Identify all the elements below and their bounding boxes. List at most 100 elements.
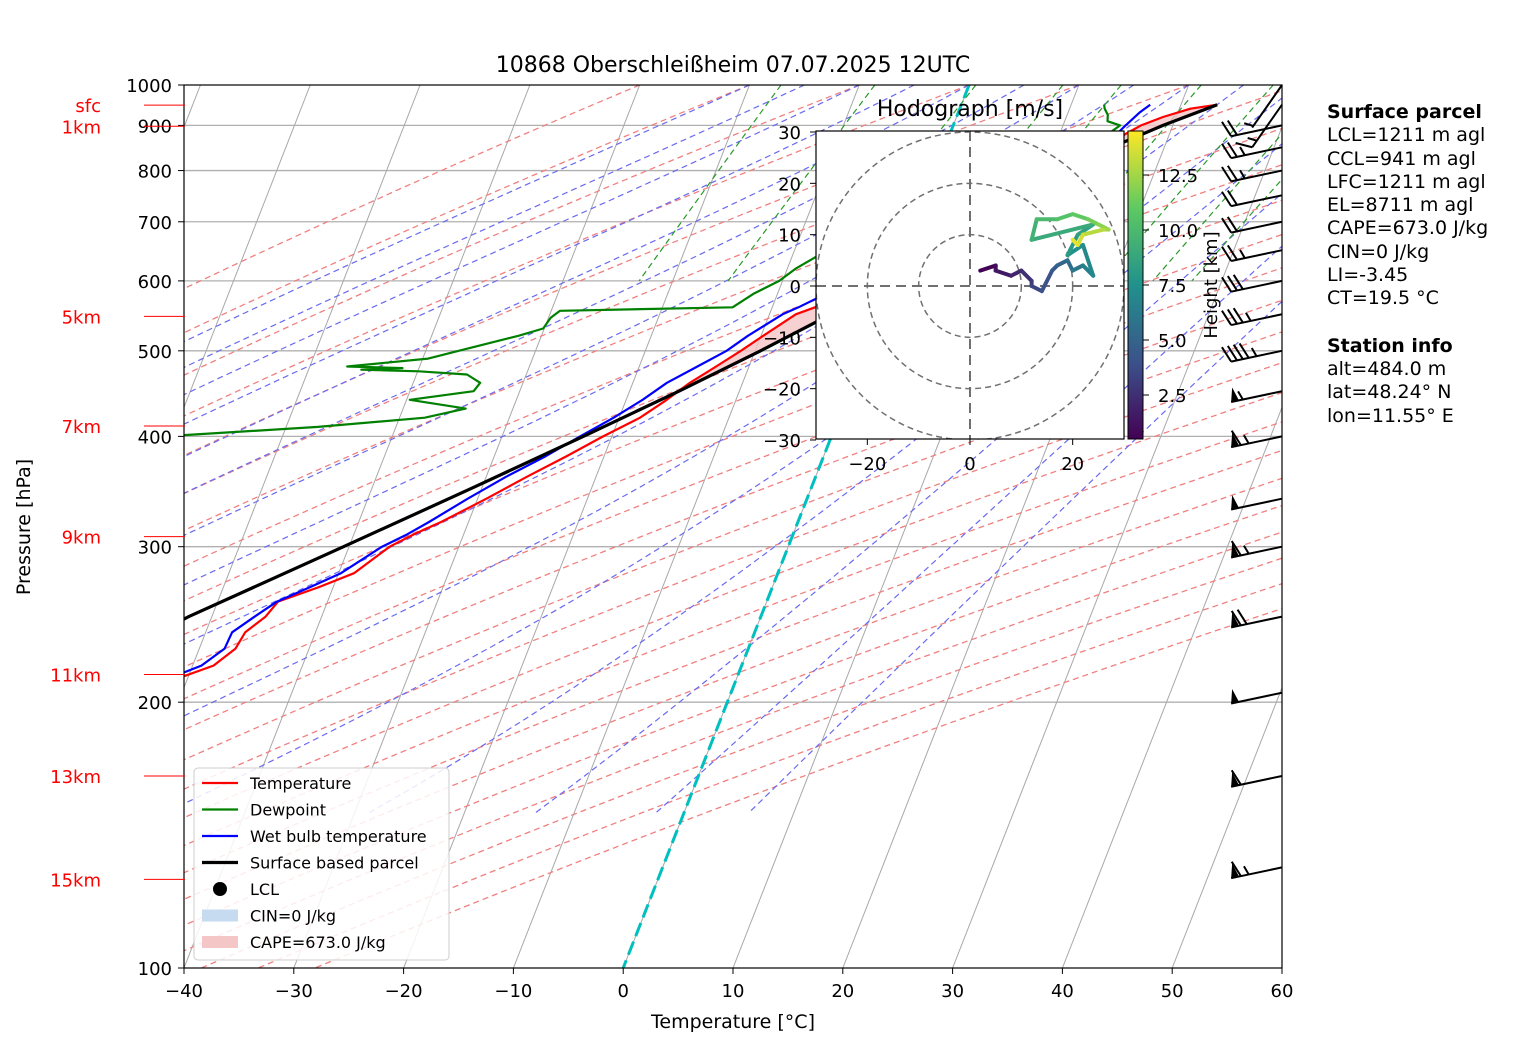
isotherm (184, 85, 311, 409)
wind-barb-flag (1226, 308, 1238, 325)
surface-parcel-line: CCL=941 m agl (1327, 147, 1476, 170)
legend-patch (202, 909, 238, 922)
zero-isotherm (621, 85, 971, 968)
legend-label: CIN=0 J/kg (250, 907, 336, 926)
mixing-ratio-line (823, 85, 977, 282)
y-tick-label: 200 (138, 693, 172, 714)
hodograph-segment (1070, 237, 1080, 247)
isotherm (952, 125, 1282, 968)
height-label: 15km (50, 870, 101, 891)
hodograph-segment (1080, 242, 1096, 278)
wind-barb (1221, 307, 1283, 327)
wind-barb-shaft (1230, 866, 1283, 880)
wind-barb-shaft (1230, 194, 1283, 208)
dry-adiabat (184, 85, 1080, 457)
x-axis-label: Temperature [°C] (650, 1011, 815, 1033)
hodograph-x-tick-label: 0 (964, 454, 975, 475)
hodograph-segment (1070, 212, 1091, 222)
moist-adiabat (748, 300, 1282, 813)
wind-barb-flag (1226, 120, 1238, 136)
wind-barb-half-flag (1243, 434, 1250, 444)
wind-barb-shaft (1230, 390, 1283, 404)
wind-barb (1230, 494, 1283, 511)
wind-barb-shaft (1251, 104, 1283, 148)
hodograph-x-tick-label: 20 (1061, 454, 1084, 475)
wind-barb-flag (1226, 189, 1238, 206)
wind-barb-half-flag (1243, 545, 1250, 555)
colorbar-label: Height [km] (1201, 231, 1222, 338)
moist-adiabat (655, 245, 1282, 813)
hodograph-y-tick-label: 30 (778, 123, 801, 144)
y-tick-label: 300 (138, 538, 172, 559)
x-tick-label: 10 (722, 981, 745, 1002)
mixing-ratio-line (1103, 85, 1274, 282)
wind-barb (1221, 165, 1283, 183)
hodograph-y-tick-label: −10 (763, 328, 801, 349)
dry-adiabat (314, 607, 1282, 968)
station-info-line: lon=11.55° E (1327, 404, 1454, 427)
hodograph-segment (1055, 212, 1075, 222)
colorbar (1127, 130, 1144, 440)
hodograph-segment (1080, 227, 1106, 237)
legend-label: Surface based parcel (250, 854, 419, 873)
legend-dot (213, 882, 227, 896)
y-tick-label: 900 (138, 116, 172, 137)
height-label: 5km (62, 307, 101, 328)
hodograph-segment (993, 268, 1014, 278)
x-tick-label: 30 (941, 981, 964, 1002)
wind-barb-flag (1226, 216, 1238, 232)
wind-barb-shaft (1230, 691, 1283, 705)
legend-label: Wet bulb temperature (250, 827, 427, 846)
surface-parcel-line: CIN=0 J/kg (1327, 240, 1430, 263)
wind-barb-shaft (1230, 279, 1283, 293)
wind-barb-half-flag (1243, 122, 1254, 127)
y-tick-label: 700 (138, 213, 172, 234)
wind-barb-flag (1221, 217, 1232, 234)
wind-barb (1230, 609, 1283, 629)
wind-barb-flag (1226, 345, 1238, 361)
surface-parcel-line: LCL=1211 m agl (1327, 124, 1486, 147)
wind-barb-flag (1230, 610, 1242, 626)
wind-barb-pennant (1231, 689, 1239, 704)
wind-barb-flag (1226, 275, 1238, 291)
y-tick-label: 1000 (126, 76, 172, 97)
wind-barb-shaft (1230, 146, 1283, 160)
hodograph-x-tick-label: −20 (848, 454, 886, 475)
height-label: 1km (62, 117, 101, 138)
hodograph-segment (1039, 268, 1055, 294)
x-tick-label: 60 (1271, 981, 1294, 1002)
wind-barb-flag (1232, 344, 1244, 360)
hodograph-segment (1029, 222, 1096, 242)
colorbar-tick-label: 7.5 (1158, 276, 1187, 297)
x-tick-label: −10 (494, 981, 532, 1002)
chart-title: 10868 Oberschleißheim 07.07.2025 12UTC (496, 53, 971, 78)
x-tick-label: 20 (831, 981, 854, 1002)
wind-barb-pennant (1231, 542, 1239, 558)
mixing-ratio-line (638, 85, 782, 282)
colorbar-tick-label: 2.5 (1158, 386, 1187, 407)
wind-barb-flag (1230, 861, 1242, 877)
wind-barb (1221, 216, 1283, 234)
station-info-line: lat=48.24° N (1327, 381, 1452, 404)
wind-barb-half-flag (1239, 249, 1246, 259)
wind-barb-pennant (1231, 432, 1239, 448)
wind-barb (1230, 689, 1283, 705)
wind-barb-flag (1232, 307, 1244, 324)
legend-label: Dewpoint (250, 801, 326, 820)
dry-adiabat (184, 361, 1282, 790)
legend-label: LCL (250, 880, 279, 899)
hodograph-segment (1065, 232, 1080, 258)
y-tick-label: 400 (138, 427, 172, 448)
hodograph-y-tick-label: −20 (763, 380, 801, 401)
surface-parcel-line: LI=-3.45 (1327, 264, 1409, 287)
wind-barb (1230, 540, 1283, 559)
dry-adiabat (200, 557, 1282, 968)
wind-barb-shaft (1230, 615, 1283, 629)
hodograph-y-tick-label: 0 (790, 277, 801, 298)
dry-adiabat (184, 267, 1282, 700)
wind-barb-pennant (1231, 772, 1239, 787)
x-tick-label: −30 (275, 981, 313, 1002)
wind-barb (1243, 84, 1283, 129)
wind-barb-flag (1221, 166, 1232, 182)
isotherm (1061, 405, 1282, 968)
